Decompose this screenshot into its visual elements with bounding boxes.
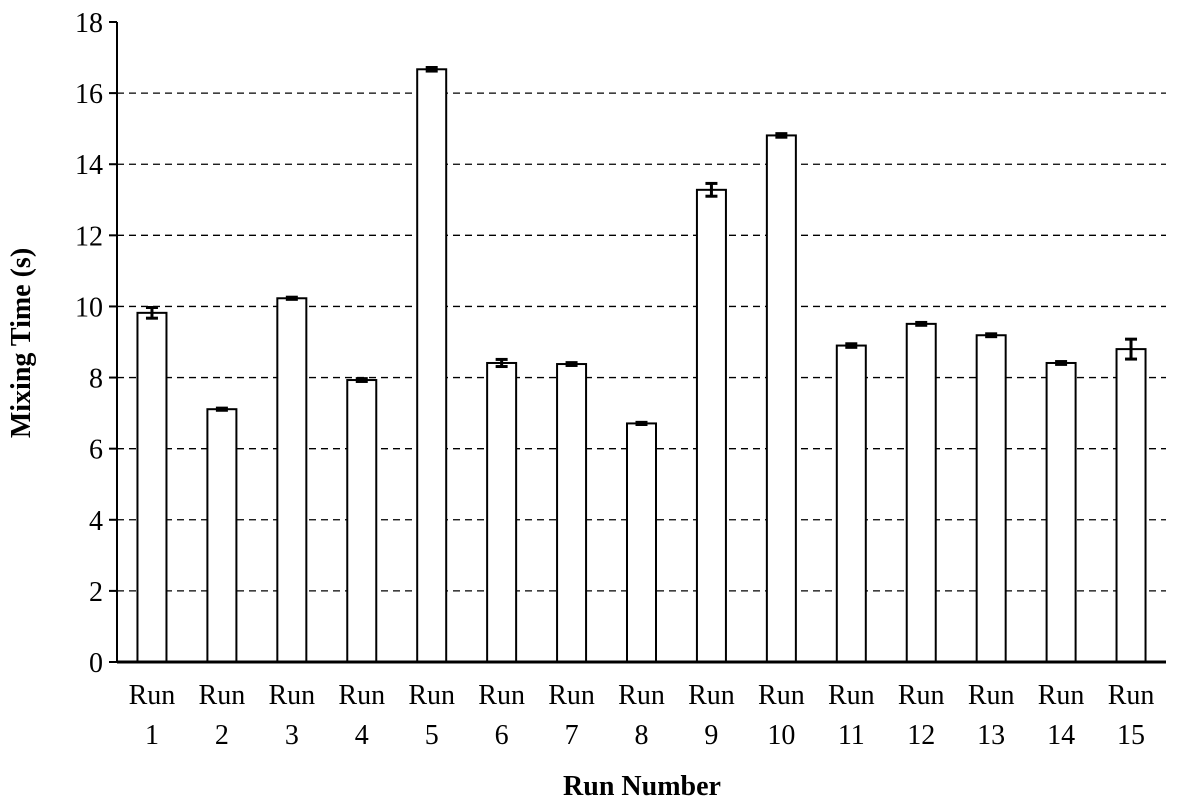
- x-tick-label-line1: Run: [968, 680, 1015, 711]
- error-bar: [635, 420, 648, 426]
- x-tick-label-line2: 1: [145, 720, 159, 751]
- error-bar: [1125, 337, 1138, 361]
- y-tick-label: 6: [89, 435, 103, 466]
- error-bar: [775, 132, 788, 139]
- error-bar: [1055, 360, 1068, 366]
- x-tick-label-line2: 4: [355, 720, 369, 751]
- x-tick-label-line1: Run: [688, 680, 735, 711]
- error-bar: [215, 406, 228, 412]
- bar: [206, 408, 238, 664]
- x-tick-label-line1: Run: [408, 680, 455, 711]
- error-bar: [565, 361, 578, 367]
- x-tick-label-line2: 13: [977, 720, 1005, 751]
- error-bar: [705, 181, 718, 198]
- bar: [1115, 348, 1147, 663]
- x-tick-label-line2: 12: [907, 720, 935, 751]
- error-bars: [145, 66, 1138, 426]
- x-tick-label-line2: 14: [1047, 720, 1075, 751]
- x-tick-label-line1: Run: [478, 680, 525, 711]
- y-tick-label: 8: [89, 364, 103, 395]
- error-bar: [845, 342, 858, 349]
- x-tick-label-line2: 9: [704, 720, 718, 751]
- x-tick-label-line1: Run: [199, 680, 246, 711]
- error-bar: [915, 320, 928, 327]
- bar: [905, 322, 937, 663]
- bar: [136, 311, 168, 663]
- y-tick-label: 12: [75, 221, 103, 252]
- error-bar: [355, 377, 368, 383]
- y-tick-label: 0: [89, 648, 103, 679]
- axes: [116, 22, 1166, 664]
- x-tick-label-line2: 6: [495, 720, 509, 751]
- error-bar: [425, 66, 438, 73]
- x-tick-label-line1: Run: [758, 680, 805, 711]
- x-tick-label-line1: Run: [338, 680, 385, 711]
- bar: [556, 363, 588, 663]
- error-bar: [985, 332, 998, 339]
- x-tick-label-line1: Run: [1038, 680, 1085, 711]
- x-tick-label-line1: Run: [618, 680, 665, 711]
- bars: [136, 68, 1147, 664]
- y-tick-label: 10: [75, 292, 103, 323]
- y-tick-label: 16: [75, 79, 103, 110]
- bar: [765, 134, 797, 663]
- x-tick-labels: Run 1 Run 2 Run 3 Run 4 Run 5 Run 6 Run 7 Run 8 Run 9 Run 1…: [129, 680, 1155, 751]
- x-tick-label-line2: 11: [838, 720, 865, 751]
- y-tick-label: 2: [89, 577, 103, 608]
- bar: [1045, 361, 1077, 663]
- x-tick-label-line1: Run: [268, 680, 315, 711]
- y-tick-label: 14: [75, 150, 103, 181]
- x-tick-label-line2: 15: [1117, 720, 1145, 751]
- bar: [835, 344, 867, 663]
- x-tick-label-line1: Run: [1108, 680, 1155, 711]
- bar: [695, 188, 727, 663]
- error-bar: [285, 295, 298, 301]
- x-tick-label-line2: 8: [635, 720, 649, 751]
- x-tick-label-line1: Run: [898, 680, 945, 711]
- x-tick-label-line2: 5: [425, 720, 439, 751]
- bar: [346, 379, 378, 663]
- y-tick-label: 4: [89, 506, 103, 537]
- y-axis-title: Mixing Time (s): [6, 248, 37, 438]
- bar: [276, 297, 308, 663]
- x-tick-label-line1: Run: [129, 680, 176, 711]
- x-tick-label-line2: 10: [767, 720, 795, 751]
- x-tick-label-line2: 7: [565, 720, 579, 751]
- y-tick-label: 18: [75, 8, 103, 39]
- x-tick-label-line2: 3: [285, 720, 299, 751]
- bar: [416, 68, 448, 664]
- x-axis-title: Run Number: [563, 771, 721, 802]
- x-tick-label-line1: Run: [828, 680, 875, 711]
- bar: [486, 361, 518, 663]
- x-tick-label-line1: Run: [548, 680, 595, 711]
- x-tick-label-line2: 2: [215, 720, 229, 751]
- bar: [975, 334, 1007, 663]
- y-tick-labels: 0 2 4 6 8 10 12 14 16 18: [75, 8, 117, 679]
- error-bar: [145, 306, 158, 320]
- bar: [626, 422, 657, 663]
- error-bar: [495, 357, 508, 369]
